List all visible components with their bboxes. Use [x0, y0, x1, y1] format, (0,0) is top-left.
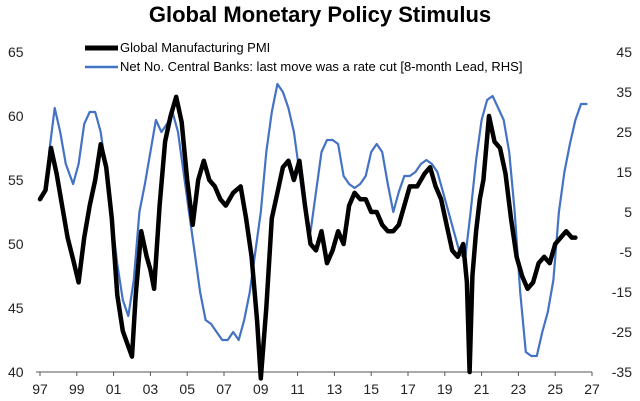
x-tick-label: 03	[143, 381, 159, 397]
left-tick-label: 55	[8, 172, 24, 188]
series-layer	[37, 82, 588, 381]
x-tick-label: 19	[437, 381, 453, 397]
left-tick-label: 45	[8, 300, 24, 316]
x-tick-label: 01	[106, 381, 122, 397]
x-tick-label: 11	[290, 381, 305, 397]
chart-title: Global Monetary Policy Stimulus	[149, 2, 491, 27]
left-tick-label: 50	[8, 236, 24, 252]
x-tick-label: 27	[584, 381, 600, 397]
right-tick-label: -25	[612, 324, 632, 340]
right-tick-label: -15	[612, 284, 632, 300]
right-tick-label: 15	[616, 164, 632, 180]
x-tick-label: 23	[511, 381, 527, 397]
right-tick-label: 5	[624, 204, 632, 220]
right-tick-label: 35	[616, 84, 632, 100]
x-axis: 97 99 01 03 05 07 09 11 13 15 17 19 21 23 25 27	[32, 371, 600, 397]
x-tick-label: 97	[32, 381, 48, 397]
series-line-central-banks	[48, 82, 588, 358]
x-tick-label: 07	[216, 381, 232, 397]
x-tick-label: 05	[179, 381, 195, 397]
legend-label-pmi: Global Manufacturing PMI	[120, 40, 270, 55]
left-tick-label: 60	[8, 108, 24, 124]
left-tick-label: 40	[8, 364, 24, 380]
right-tick-label: -5	[620, 244, 633, 260]
right-tick-label: 25	[616, 124, 632, 140]
x-tick-label: 13	[327, 381, 343, 397]
series-line-pmi	[37, 94, 578, 381]
x-tick-label: 17	[400, 381, 416, 397]
legend: Global Manufacturing PMI Net No. Central…	[85, 40, 522, 74]
legend-label-central-banks: Net No. Central Banks: last move was a r…	[120, 59, 522, 74]
x-tick-label: 21	[474, 381, 490, 397]
x-tick-label: 15	[363, 381, 379, 397]
left-axis-ticks: 40 45 50 55 60 65	[8, 44, 24, 380]
x-tick-label: 99	[69, 381, 85, 397]
right-tick-label: 45	[616, 44, 632, 60]
right-tick-label: -35	[612, 364, 632, 380]
x-tick-label: 09	[253, 381, 269, 397]
left-tick-label: 65	[8, 44, 24, 60]
x-tick-label: 25	[547, 381, 563, 397]
right-axis-ticks: -35 -25 -15 -5 5 15 25 35 45	[612, 44, 632, 380]
